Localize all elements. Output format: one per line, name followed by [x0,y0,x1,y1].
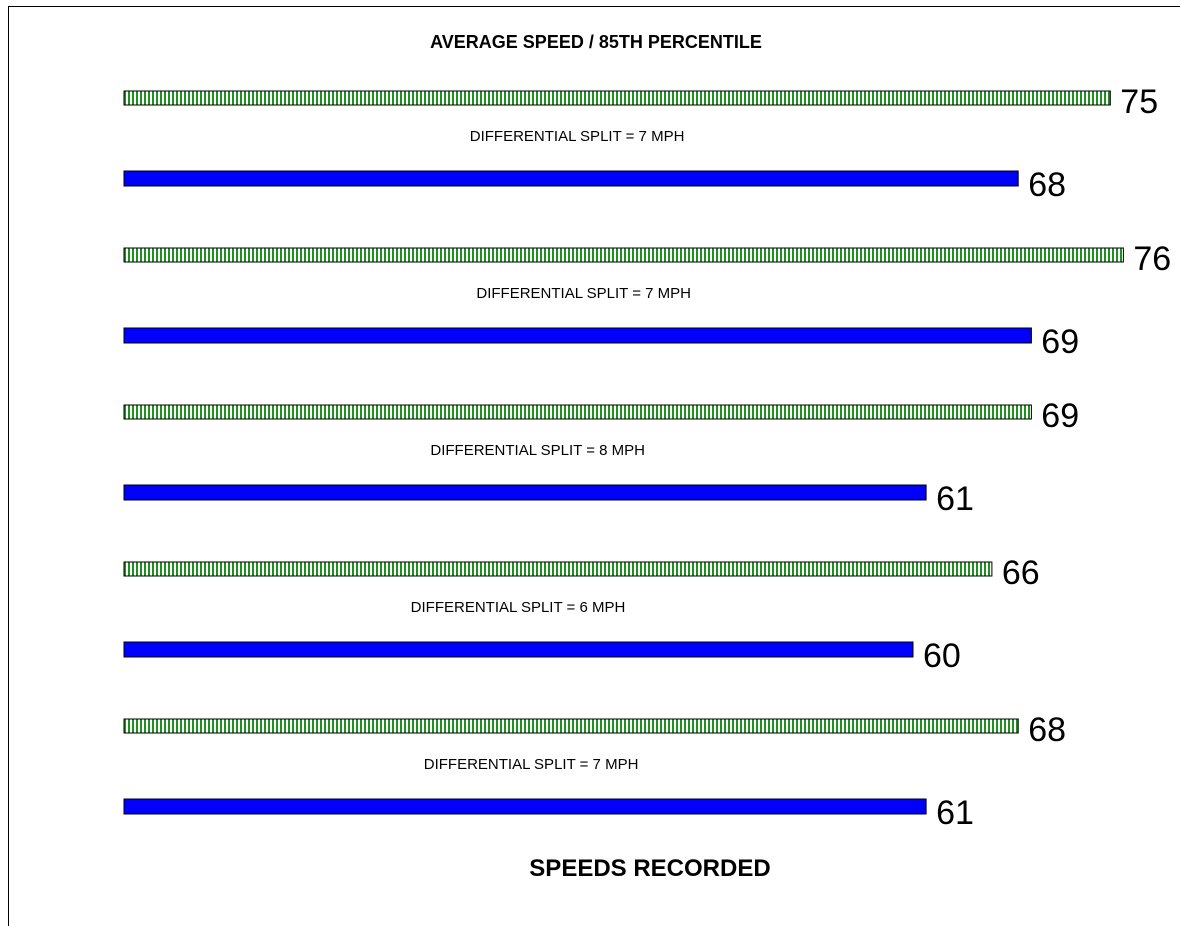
value-label-average-5: 61 [936,794,974,832]
bar-85th-percentile-1 [123,90,1111,106]
value-label-85th-3: 69 [1041,397,1079,435]
value-label-average-2: 69 [1041,323,1079,361]
value-label-average-3: 61 [936,480,974,518]
split-label-5: DIFFERENTIAL SPLIT = 7 MPH [424,756,639,773]
chart-frame [8,6,1180,926]
bar-average-speed-5 [123,798,927,815]
bar-85th-percentile-2 [123,247,1124,263]
bars-layer: 75 DIFFERENTIAL SPLIT = 7 MPH 68 76 DIFFEREN… [123,83,1171,832]
value-label-average-4: 60 [923,637,961,675]
chart-title: AVERAGE SPEED / 85TH PERCENTILE [430,32,762,52]
bar-average-speed-4 [123,641,914,658]
bar-85th-percentile-5 [123,718,1019,734]
value-label-average-1: 68 [1028,166,1066,204]
bar-average-speed-3 [123,484,927,501]
bar-85th-percentile-3 [123,404,1032,420]
value-label-85th-2: 76 [1133,240,1171,278]
value-label-85th-4: 66 [1002,554,1040,592]
value-label-85th-1: 75 [1120,83,1158,121]
split-label-3: DIFFERENTIAL SPLIT = 8 MPH [430,442,645,459]
chart-xlabel: SPEEDS RECORDED [529,855,770,882]
bar-average-speed-2 [123,327,1032,344]
split-label-2: DIFFERENTIAL SPLIT = 7 MPH [476,285,691,302]
bar-average-speed-1 [123,170,1019,187]
value-label-85th-5: 68 [1028,711,1066,749]
split-label-4: DIFFERENTIAL SPLIT = 6 MPH [411,599,626,616]
split-label-1: DIFFERENTIAL SPLIT = 7 MPH [470,128,685,145]
bar-85th-percentile-4 [123,561,993,577]
